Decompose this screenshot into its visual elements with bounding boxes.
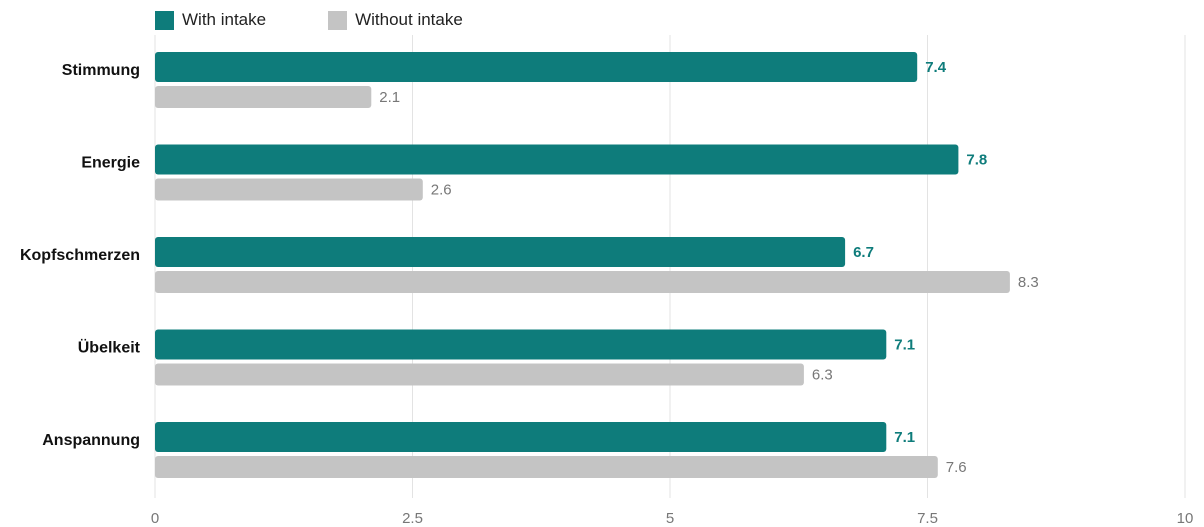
category-label-2: Kopfschmerzen [20,247,140,264]
data-label-without-intake-3: 6.3 [812,367,833,384]
x-tick-label-3: 7.5 [917,510,938,527]
bar-without-intake-2 [155,271,1010,293]
data-label-without-intake-4: 7.6 [946,459,967,476]
x-tick-label-4: 10 [1177,510,1194,527]
category-label-4: Anspannung [42,432,140,449]
data-label-without-intake-0: 2.1 [379,89,400,106]
legend: With intake Without intake [155,10,525,30]
legend-swatch-with-intake [155,10,174,30]
legend-label-with-intake: With intake [182,10,267,29]
data-label-without-intake-2: 8.3 [1018,274,1039,291]
x-tick-label-1: 2.5 [402,510,423,527]
bar-with-intake-0 [155,52,918,82]
bar-with-intake-4 [155,422,887,452]
bar-with-intake-1 [155,144,959,175]
data-label-without-intake-1: 2.6 [431,182,452,199]
data-label-with-intake-4: 7.1 [894,429,915,446]
bar-without-intake-1 [155,178,423,201]
legend-item-without-intake: Without intake [328,10,463,30]
bar-with-intake-3 [155,329,887,360]
data-label-with-intake-2: 6.7 [853,244,874,261]
legend-label-without-intake: Without intake [355,10,463,29]
data-label-with-intake-0: 7.4 [925,59,947,76]
x-tick-label-2: 5 [666,510,674,527]
bar-without-intake-4 [155,456,938,478]
bar-with-intake-2 [155,237,846,267]
category-label-1: Energie [81,155,140,172]
data-label-with-intake-3: 7.1 [894,337,915,354]
x-tick-label-0: 0 [151,510,159,527]
data-label-with-intake-1: 7.8 [966,152,987,169]
legend-item-with-intake: With intake [155,10,266,30]
legend-swatch-without-intake [328,10,348,30]
bar-without-intake-0 [155,86,372,108]
bar-without-intake-3 [155,363,804,386]
category-label-0: Stimmung [62,62,140,79]
category-label-3: Übelkeit [78,338,141,357]
